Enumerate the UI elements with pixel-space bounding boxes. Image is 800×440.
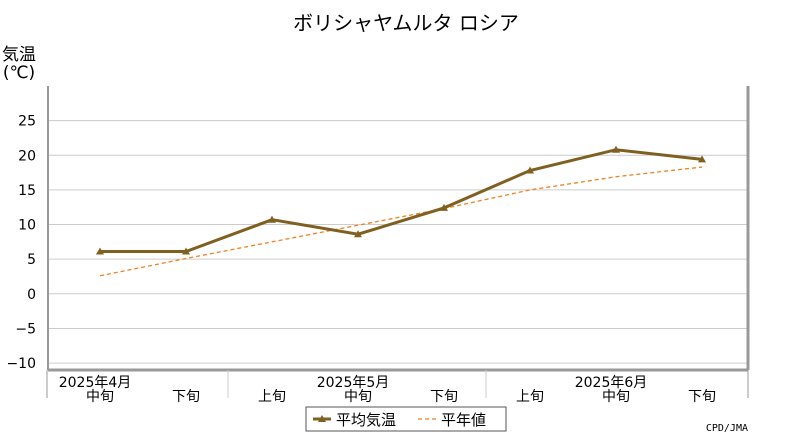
data-point	[698, 155, 706, 163]
data-point	[182, 247, 190, 255]
data-point	[440, 203, 448, 211]
x-axis-labels: 中旬 下旬 上旬 中旬 下旬 上旬 中旬 下旬 2025年4月 2025年5月 2025年6月	[59, 375, 716, 405]
y-tick-label: −10	[6, 356, 36, 372]
series-layer	[96, 145, 706, 277]
legend-label-average: 平均気温	[336, 411, 396, 429]
legend-box	[305, 406, 507, 432]
y-tick-label: 25	[18, 114, 36, 130]
data-point	[354, 230, 362, 238]
y-axis-label: 気温	[2, 45, 36, 65]
x-tick-label: 下旬	[688, 389, 716, 405]
chart-title: ボリシャヤムルタ ロシア	[293, 11, 519, 35]
x-tick-label: 上旬	[258, 389, 286, 405]
data-point	[612, 145, 620, 153]
x-tick-label: 下旬	[430, 389, 458, 405]
y-tick-label: 20	[18, 148, 36, 164]
y-tick-label: 0	[27, 287, 36, 303]
data-point	[526, 166, 534, 174]
plot-frame	[46, 86, 750, 398]
series-line-normal	[99, 166, 703, 277]
legend: 平均気温 平年値	[305, 406, 507, 432]
data-point	[96, 247, 104, 255]
y-tick-labels: 25 20 15 10 5 0 −5 −10	[6, 114, 36, 372]
month-label: 2025年5月	[317, 375, 390, 391]
x-tick-label: 中旬	[602, 389, 630, 405]
credit-label: CPD/JMA	[706, 423, 748, 434]
data-point	[268, 215, 276, 223]
y-tick-label: −5	[15, 321, 36, 337]
x-tick-label: 中旬	[86, 389, 114, 405]
y-tick-label: 5	[27, 252, 36, 268]
x-tick-label: 上旬	[516, 389, 544, 405]
y-tick-label: 15	[18, 183, 36, 199]
x-tick-label: 中旬	[344, 389, 372, 405]
gridlines	[48, 120, 748, 364]
series-line-average	[100, 148, 703, 254]
x-tick-label: 下旬	[172, 389, 200, 405]
month-label: 2025年4月	[59, 375, 132, 391]
month-label: 2025年6月	[575, 375, 648, 391]
y-tick-label: 10	[18, 218, 36, 234]
legend-label-normal: 平年値	[441, 411, 486, 429]
y-axis-unit: (℃)	[3, 63, 35, 83]
legend-marker	[318, 415, 326, 422]
